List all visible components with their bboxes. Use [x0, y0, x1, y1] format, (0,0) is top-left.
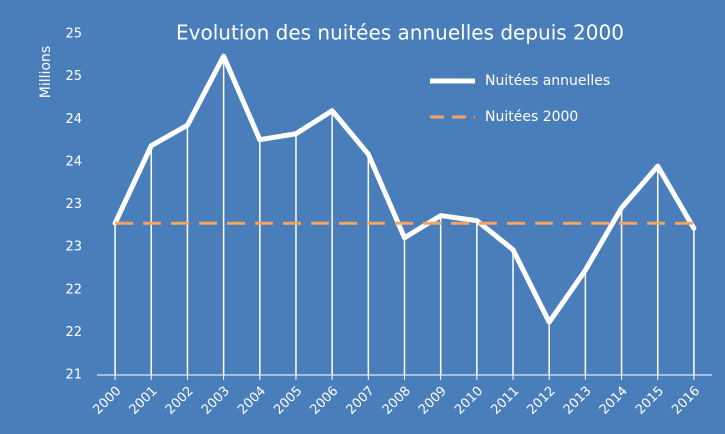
y-tick-label: 24: [65, 112, 82, 127]
y-axis-label: Millions: [38, 46, 54, 98]
legend-label: Nuitées 2000: [485, 109, 578, 125]
chart-title: Evolution des nuitées annuelles depuis 2…: [176, 21, 624, 45]
y-tick-label: 23: [65, 240, 82, 255]
y-tick-label: 22: [65, 325, 82, 340]
legend-label: Nuitées annuelles: [485, 73, 610, 89]
y-tick-label: 25: [65, 27, 82, 42]
series-line: [112, 53, 697, 325]
y-tick-label: 21: [65, 368, 82, 383]
y-tick-label: 22: [65, 282, 82, 297]
y-tick-label: 23: [65, 197, 82, 212]
y-tick-label: 25: [65, 69, 82, 84]
y-tick-label: 24: [65, 154, 82, 169]
